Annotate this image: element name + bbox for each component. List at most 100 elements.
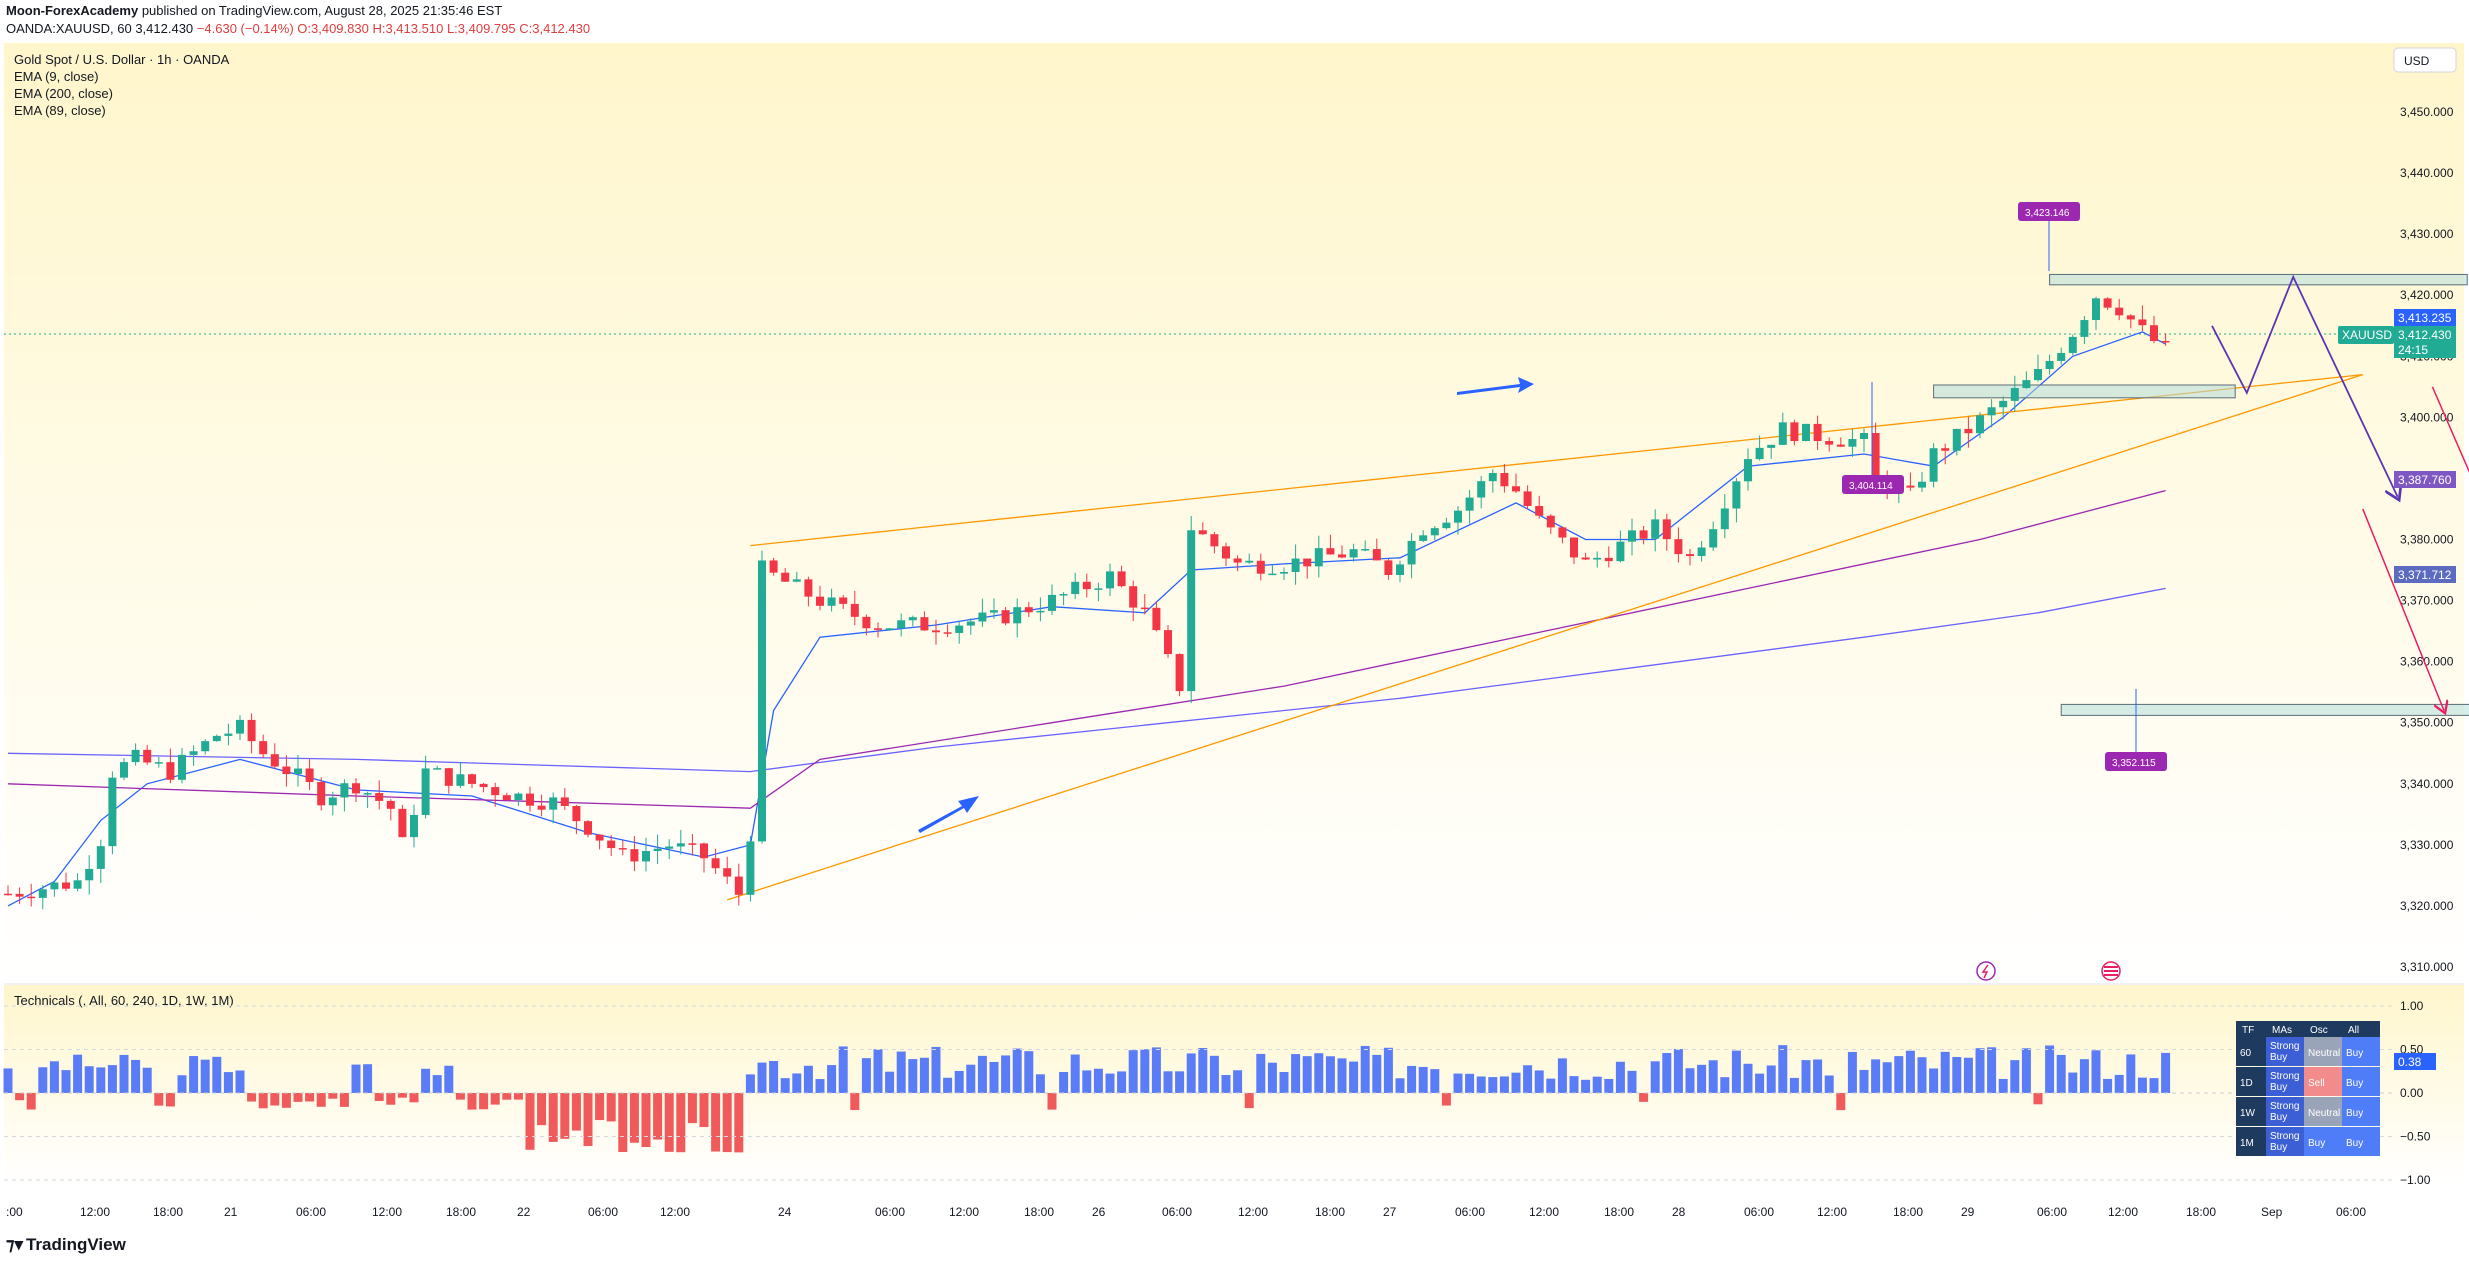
candle-body	[143, 749, 152, 763]
candle-body	[1964, 428, 1973, 434]
event-lightning-icon[interactable]	[1976, 961, 1996, 981]
osc-bar	[1824, 1075, 1834, 1093]
candle-body	[212, 735, 221, 742]
osc-bar	[1093, 1068, 1103, 1093]
time-axis[interactable]: :00 12:00 18:00 21 06:00 12:00 18:00 22 06:00 12:…	[6, 1205, 2366, 1219]
osc-bar	[1569, 1076, 1579, 1093]
author-name[interactable]: Moon-ForexAcademy	[6, 3, 139, 18]
candle-body	[2115, 307, 2124, 316]
tradingview-brand[interactable]: ⁊▾ TradingView	[6, 1235, 126, 1255]
osc-bar	[815, 1079, 825, 1093]
candle-body	[526, 793, 534, 806]
table-cell	[2236, 1127, 2266, 1156]
price-tick: 3,310.000	[2400, 960, 2454, 974]
osc-bar	[119, 1054, 129, 1093]
currency-button[interactable]	[2393, 47, 2457, 73]
table-cell-text: Buy	[2346, 1108, 2363, 1119]
candle-body	[1906, 485, 1915, 488]
osc-bar	[1778, 1045, 1788, 1093]
candle-body	[1326, 548, 1335, 555]
candle-body	[734, 876, 743, 895]
candle-body	[862, 616, 871, 629]
time-tick: 18:00	[446, 1205, 476, 1219]
symbol-line[interactable]: OANDA:XAUUSD, 60	[6, 21, 132, 36]
candle-body	[1732, 481, 1741, 509]
table-cell-text: Sell	[2308, 1078, 2325, 1089]
osc-bar	[1627, 1070, 1637, 1093]
candle-body	[1036, 610, 1045, 613]
osc-axis[interactable]: 1.000.500.00−0.50−1.00	[4, 999, 2431, 1187]
ema89-price-tag	[2394, 471, 2456, 488]
scenario-path	[2211, 274, 2398, 497]
candle-body	[2034, 368, 2042, 381]
osc-bar	[1476, 1076, 1486, 1093]
osc-bar	[1488, 1077, 1498, 1093]
flag-stripe	[2104, 966, 2118, 968]
osc-bar	[1882, 1062, 1892, 1093]
osc-bar	[223, 1072, 233, 1093]
osc-bar	[467, 1093, 477, 1110]
technicals-histogram	[3, 1045, 2171, 1153]
table-cell-text: Buy	[2270, 1142, 2287, 1153]
candle-body	[2138, 319, 2147, 326]
candle-body	[2126, 315, 2135, 320]
bearish-arrow	[2431, 386, 2469, 474]
annotation-mid: 3,404.114	[1842, 382, 1904, 494]
price-axis[interactable]: 3,310.000 3,320.000 3,330.000 3,340.000 3,35…	[2400, 105, 2454, 974]
osc-bar	[745, 1074, 755, 1093]
osc-bar	[1441, 1093, 1451, 1106]
osc-bar	[571, 1093, 581, 1131]
candle-body	[850, 603, 859, 617]
scenario-drawings	[2211, 274, 2469, 711]
candle-body	[201, 741, 210, 752]
ema89-price-label: 3,387.760	[2398, 473, 2452, 487]
candle-body	[2010, 388, 2019, 401]
table-cell-text: Strong	[2270, 1101, 2299, 1112]
candle-body	[1929, 448, 1938, 482]
candle-body	[1419, 535, 1428, 541]
flag-stripe	[2104, 970, 2118, 972]
candle-body	[2103, 298, 2112, 308]
candle-body	[2150, 325, 2158, 341]
osc-bar	[1499, 1076, 1509, 1093]
candle-body	[491, 787, 500, 796]
osc-bar	[1766, 1065, 1776, 1093]
zone-box	[1933, 384, 2236, 399]
candle-body	[96, 846, 105, 869]
osc-bar	[339, 1093, 349, 1107]
osc-bar	[943, 1077, 953, 1093]
osc-bar	[769, 1061, 779, 1093]
osc-bar	[1151, 1047, 1161, 1093]
osc-bar	[1325, 1056, 1335, 1093]
osc-bar	[107, 1065, 117, 1093]
candle-body	[572, 806, 581, 822]
candle-body	[398, 808, 407, 838]
osc-bar	[2137, 1077, 2147, 1093]
price-change: −4.630 (−0.14%)	[196, 21, 294, 36]
candle-body	[584, 821, 592, 835]
osc-bar	[792, 1073, 802, 1093]
price-chart[interactable]: 3,310.000 3,320.000 3,330.000 3,340.000 3,35…	[0, 40, 2469, 1240]
osc-bar	[1917, 1057, 1927, 1093]
osc-bar	[641, 1093, 651, 1148]
candle-body	[1442, 522, 1451, 529]
candle-body	[1338, 554, 1346, 558]
osc-bar	[1105, 1073, 1115, 1093]
ema-line-2	[7, 587, 2166, 773]
osc-bar	[885, 1071, 895, 1093]
table-cell-text: Buy	[2270, 1082, 2287, 1093]
osc-bar	[931, 1046, 941, 1093]
osc-bar	[1128, 1050, 1138, 1093]
table-cell-text: Buy	[2308, 1138, 2325, 1149]
osc-bar	[212, 1056, 222, 1093]
candle-body	[920, 617, 929, 631]
candle-body	[676, 843, 685, 847]
osc-bar	[177, 1075, 187, 1093]
price-tick: 3,370.000	[2400, 594, 2454, 608]
osc-bar	[908, 1059, 918, 1093]
table-cell-text: Buy	[2346, 1078, 2363, 1089]
osc-bar	[977, 1055, 987, 1093]
chart-background	[4, 43, 2464, 983]
osc-bar	[2033, 1093, 2043, 1105]
